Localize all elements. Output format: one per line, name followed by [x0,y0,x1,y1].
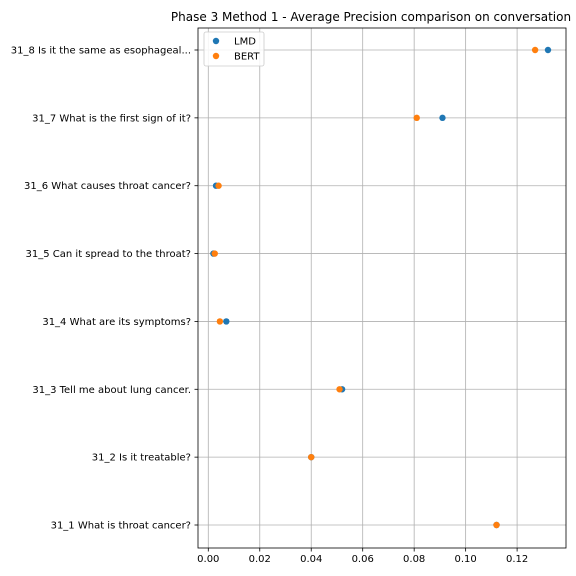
point-lmd [439,114,446,122]
y-tick-label: 31_7 What is the first sign of it? [32,113,191,124]
x-tick-label: 0.04 [300,554,322,565]
legend-marker-lmd [212,37,220,45]
point-bert [493,521,500,529]
x-tick-label: 0.06 [352,554,374,565]
point-bert [211,250,218,257]
x-tick-label: 0.08 [403,554,425,565]
y-tick-label: 31_3 Tell me about lung cancer. [32,385,191,396]
x-tick-label: 0.00 [197,554,219,565]
plot-frame [197,27,567,549]
x-tick-label: 0.12 [506,554,528,565]
legend-marker-bert [212,52,220,60]
y-tick-label: 31_8 Is it the same as esophageal... [11,46,191,57]
y-tick-label: 31_1 What is throat cancer? [51,521,191,532]
x-tick-label: 0.02 [249,554,271,565]
legend-label: BERT [234,52,260,63]
points-layer [210,46,552,529]
chart-title: Phase 3 Method 1 - Average Precision com… [171,10,571,24]
x-tick-label: 0.10 [455,554,477,565]
point-bert [308,453,315,461]
grid-layer [198,28,566,548]
legend: LMD BERT [203,31,265,67]
y-tick-label: 31_4 What are its symptoms? [42,317,191,328]
point-lmd [223,318,230,325]
legend-label: LMD [234,37,256,48]
point-bert [215,182,222,189]
y-tick-label: 31_5 Can it spread to the throat? [26,249,191,260]
axes-layer: 0.00 0.02 0.04 0.06 0.08 0.10 0.12 31_1 What is… [11,27,567,565]
point-bert [413,114,420,122]
y-tick-label: 31_2 Is it treatable? [92,453,191,464]
point-bert [216,318,224,325]
y-tick-label: 31_6 What causes throat cancer? [24,181,191,192]
point-lmd [544,46,552,54]
point-bert [336,386,343,393]
point-bert [531,46,539,54]
